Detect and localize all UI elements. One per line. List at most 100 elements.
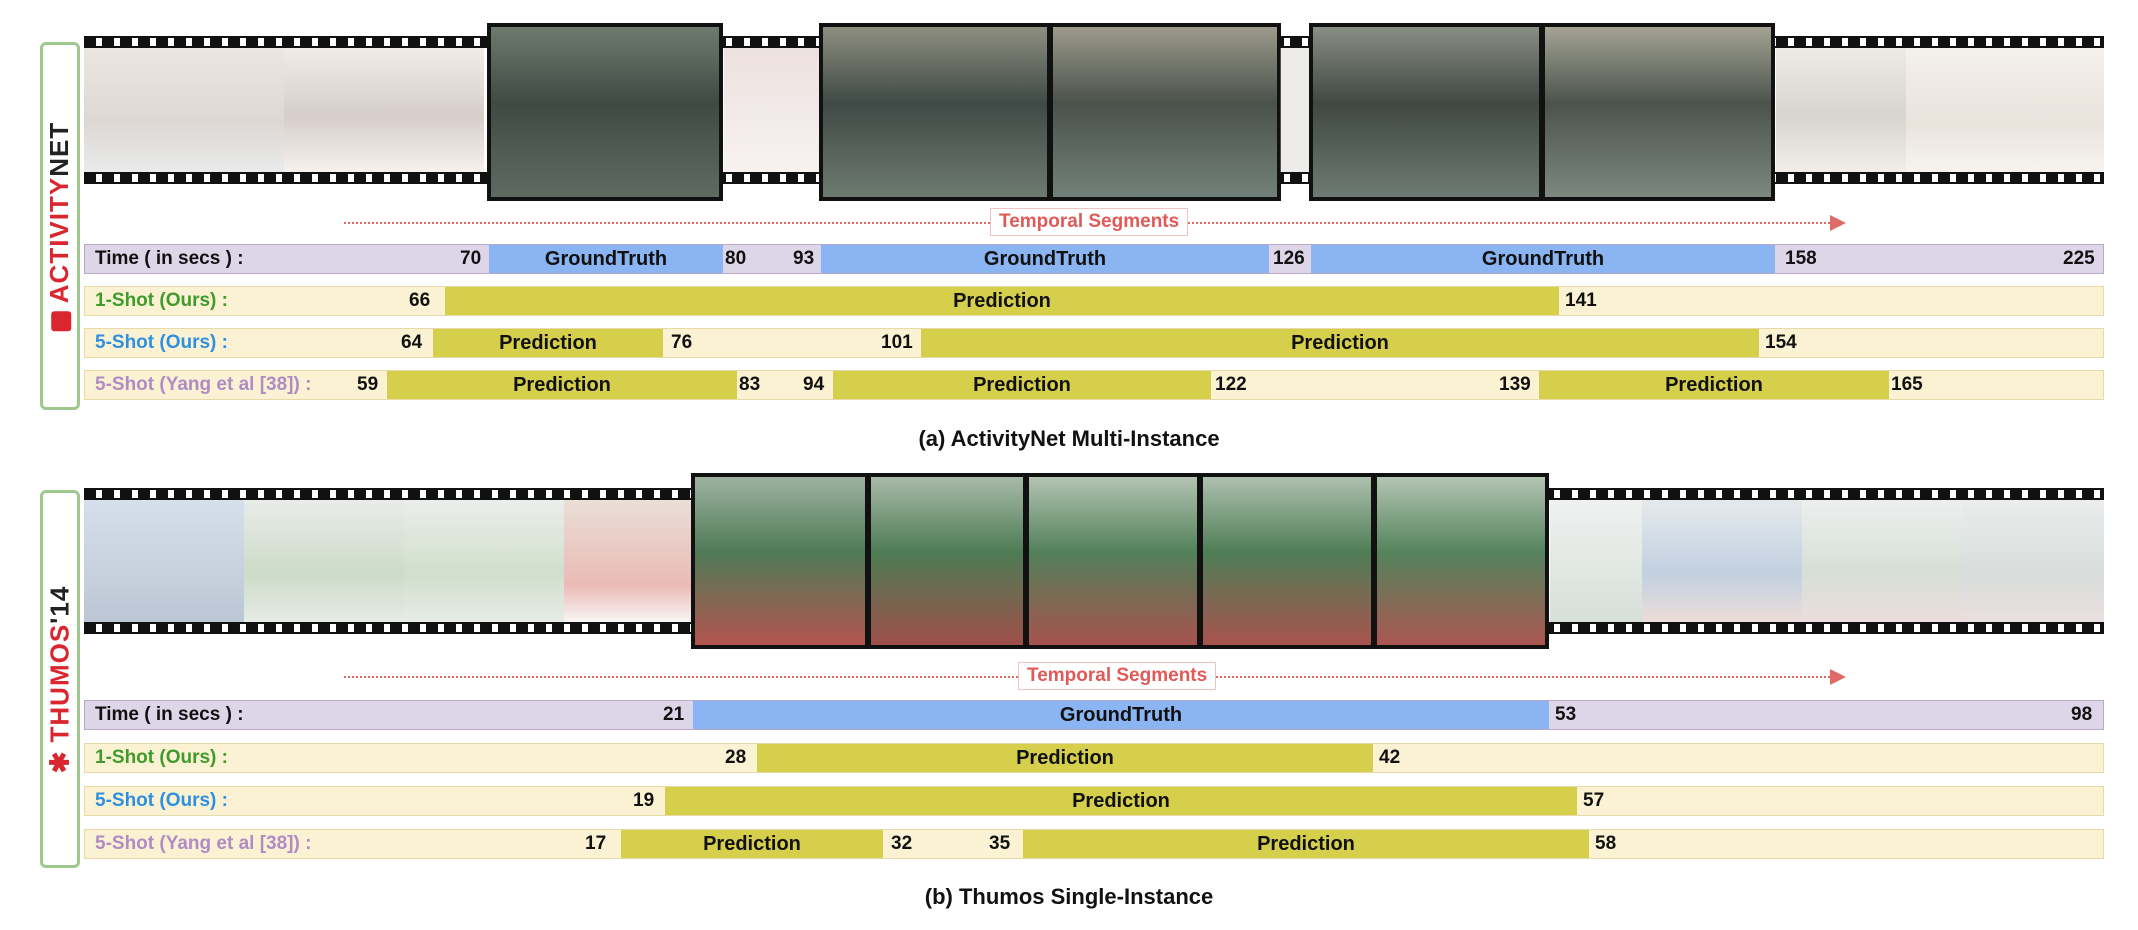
video-frame	[1642, 500, 1802, 622]
prediction-end-value: 42	[1379, 747, 1401, 768]
time-value: 158	[1785, 248, 1817, 269]
prediction-row-5shot-yang: 5-Shot (Yang et al [38]) : 17 Prediction…	[84, 829, 2104, 859]
video-frame-highlighted	[488, 24, 722, 200]
prediction-start-value: 17	[585, 833, 607, 854]
prediction-segment: Prediction	[665, 787, 1577, 815]
video-frame	[564, 500, 694, 622]
row-label-5shot-yang: 5-Shot (Yang et al [38]) :	[95, 374, 312, 395]
groundtruth-segment: GroundTruth	[489, 245, 723, 273]
row-label-1shot-ours: 1-Shot (Ours) :	[95, 290, 228, 311]
temporal-arrow-head-icon	[1830, 215, 1846, 231]
time-end-value: 225	[2063, 248, 2095, 269]
prediction-segment: Prediction	[921, 329, 1759, 357]
temporal-segments-label: Temporal Segments	[990, 208, 1189, 236]
time-row: Time ( in secs ) : GroundTruth GroundTru…	[84, 244, 2104, 274]
panel-activitynet: ACTIVITYNET Temporal Segments Time ( in …	[0, 0, 2138, 460]
prediction-start-value: 28	[725, 747, 747, 768]
time-row-label: Time ( in secs ) :	[95, 704, 244, 725]
prediction-segment: Prediction	[1023, 830, 1589, 858]
prediction-end-value: 76	[671, 332, 693, 353]
panel-thumos: ✱ THUMOS'14 Temporal Segments Time ( in s…	[0, 460, 2138, 930]
prediction-end-value: 32	[891, 833, 913, 854]
groundtruth-segment: GroundTruth	[693, 701, 1549, 729]
row-label-1shot-ours: 1-Shot (Ours) :	[95, 747, 228, 768]
video-frame	[84, 500, 244, 622]
video-frame-highlighted	[1374, 474, 1548, 648]
video-frame-highlighted	[1310, 24, 1542, 200]
row-label-5shot-ours: 5-Shot (Ours) :	[95, 790, 228, 811]
temporal-segments-label: Temporal Segments	[1018, 662, 1217, 690]
time-value: 21	[663, 704, 685, 725]
film-strip-thumos	[84, 474, 2104, 650]
groundtruth-segment: GroundTruth	[821, 245, 1269, 273]
thumos-logo-text-red: THUMOS	[44, 623, 75, 742]
prediction-start-value: 101	[881, 332, 913, 353]
time-value: 93	[793, 248, 815, 269]
prediction-row-5shot-ours: 5-Shot (Ours) : 19 Prediction 57	[84, 786, 2104, 816]
prediction-start-value: 94	[803, 374, 825, 395]
groundtruth-segment: GroundTruth	[1311, 245, 1775, 273]
video-frame	[1776, 48, 1906, 172]
video-frame-highlighted	[868, 474, 1026, 648]
prediction-segment: Prediction	[833, 371, 1211, 399]
video-frame	[1906, 48, 2104, 172]
row-label-5shot-ours: 5-Shot (Ours) :	[95, 332, 228, 353]
thumos-logo-text-black: '14	[44, 585, 75, 624]
activitynet-logo-icon	[51, 310, 72, 331]
time-end-value: 98	[2071, 704, 2093, 725]
prediction-row-1shot-ours: 1-Shot (Ours) : 66 Prediction 141	[84, 286, 2104, 316]
temporal-arrow-head-icon	[1830, 669, 1846, 685]
prediction-start-value: 64	[401, 332, 423, 353]
prediction-end-value: 58	[1595, 833, 1617, 854]
activitynet-logo: ACTIVITYNET	[40, 42, 80, 410]
film-strip-activitynet	[84, 24, 2104, 202]
prediction-segment: Prediction	[1539, 371, 1889, 399]
video-frame	[1550, 500, 1642, 622]
activitynet-logo-text-black: NET	[44, 121, 75, 177]
prediction-segment: Prediction	[387, 371, 737, 399]
video-frame-highlighted	[1050, 24, 1280, 200]
video-frame	[724, 48, 824, 172]
prediction-segment: Prediction	[433, 329, 663, 357]
prediction-row-5shot-yang: 5-Shot (Yang et al [38]) : 59 Prediction…	[84, 370, 2104, 400]
activitynet-logo-text-red: ACTIVITY	[44, 176, 75, 303]
time-value: 53	[1555, 704, 1577, 725]
prediction-end-value: 83	[739, 374, 761, 395]
prediction-end-value: 154	[1765, 332, 1797, 353]
video-frame	[1802, 500, 1962, 622]
prediction-end-value: 57	[1583, 790, 1605, 811]
prediction-row-5shot-ours: 5-Shot (Ours) : 64 Prediction 76 101 Pre…	[84, 328, 2104, 358]
prediction-end-value: 165	[1891, 374, 1923, 395]
video-frame-highlighted	[820, 24, 1050, 200]
prediction-end-value: 122	[1215, 374, 1247, 395]
time-value: 80	[725, 248, 747, 269]
time-value: 126	[1273, 248, 1305, 269]
video-frame-highlighted	[1200, 474, 1374, 648]
caption-activitynet: (a) ActivityNet Multi-Instance	[918, 426, 1220, 451]
video-frame	[284, 48, 484, 172]
prediction-start-value: 66	[409, 290, 431, 311]
time-value: 70	[460, 248, 482, 269]
prediction-start-value: 59	[357, 374, 379, 395]
prediction-segment: Prediction	[621, 830, 883, 858]
prediction-start-value: 35	[989, 833, 1011, 854]
prediction-row-1shot-ours: 1-Shot (Ours) : 28 Prediction 42	[84, 743, 2104, 773]
prediction-segment: Prediction	[445, 287, 1559, 315]
thumos-logo-icon: ✱	[44, 749, 75, 773]
prediction-start-value: 139	[1499, 374, 1531, 395]
time-row-label: Time ( in secs ) :	[95, 248, 244, 269]
prediction-end-value: 141	[1565, 290, 1597, 311]
time-row: Time ( in secs ) : GroundTruth 21 53 98	[84, 700, 2104, 730]
video-frame	[404, 500, 564, 622]
row-label-5shot-yang: 5-Shot (Yang et al [38]) :	[95, 833, 312, 854]
thumos-logo: ✱ THUMOS'14	[40, 490, 80, 868]
video-frame	[1962, 500, 2104, 622]
video-frame	[84, 48, 284, 172]
video-frame-highlighted	[1026, 474, 1200, 648]
video-frame-highlighted	[692, 474, 868, 648]
prediction-start-value: 19	[633, 790, 655, 811]
caption-thumos: (b) Thumos Single-Instance	[924, 884, 1214, 909]
video-frame-highlighted	[1542, 24, 1774, 200]
prediction-segment: Prediction	[757, 744, 1373, 772]
video-frame	[244, 500, 404, 622]
